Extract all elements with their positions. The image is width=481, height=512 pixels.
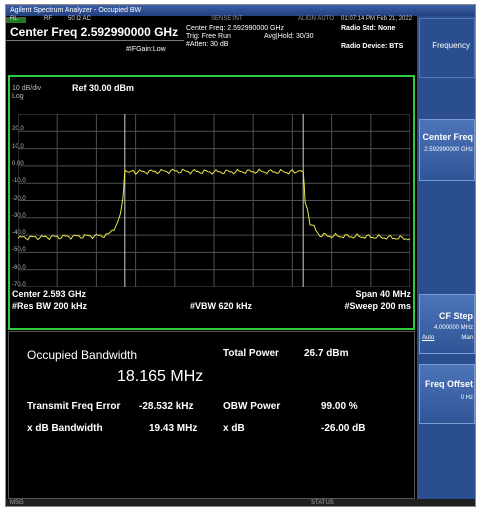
xdb-value: -26.00 dB: [321, 423, 366, 434]
analyzer-window: Agilent Spectrum Analyzer - Occupied BW …: [5, 4, 476, 507]
cf-step-auto[interactable]: Auto: [422, 335, 435, 341]
center-freq-display[interactable]: Center Freq 2.592990000 GHz: [10, 25, 179, 39]
vbw-label: #VBW 620 kHz: [190, 301, 253, 311]
y-tick-label: -10.0: [12, 178, 26, 185]
sweep-label: #Sweep 200 ms: [344, 301, 411, 311]
xdb-bandwidth-label: x dB Bandwidth: [27, 423, 103, 434]
results-panel: Occupied Bandwidth 18.165 MHz Total Powe…: [8, 331, 415, 499]
cf-step-label: CF Step: [438, 311, 473, 321]
spectrum-graticule: [18, 114, 410, 287]
occ-bw-value: 18.165 MHz: [117, 368, 204, 385]
if-gain-setting: #IFGain:Low: [126, 46, 166, 53]
menu-title: Frequency: [432, 41, 470, 50]
y-tick-label: -30.0: [12, 212, 26, 219]
cf-step-man[interactable]: Man: [461, 335, 473, 341]
center-freq-softkey-label: Center Freq: [422, 132, 473, 142]
xdb-label: x dB: [223, 423, 245, 434]
rf-label: RF: [44, 16, 52, 22]
sense-label: SENSE:INT: [211, 16, 243, 22]
trigger-setting: Trig: Free Run: [186, 33, 231, 40]
rl-label: RL: [10, 16, 18, 22]
y-tick-label: -60.0: [12, 264, 26, 271]
y-tick-label: -20.0: [12, 195, 26, 202]
status-label: STATUS: [311, 500, 334, 506]
span-label: Span 40 MHz: [355, 289, 411, 299]
center-freq-softkey[interactable]: Center Freq 2.592990000 GHz: [419, 119, 475, 181]
y-tick-label: -40.0: [12, 230, 26, 237]
atten-setting: #Atten: 30 dB: [186, 41, 229, 48]
freq-offset-value: 0 Hz: [460, 395, 473, 401]
obw-power-label: OBW Power: [223, 401, 281, 412]
radio-device: Radio Device: BTS: [341, 43, 404, 50]
y-tick-label: -50.0: [12, 247, 26, 254]
tx-freq-error-value: -28.532 kHz: [139, 401, 194, 412]
softkey-menu-title: Frequency: [419, 18, 475, 78]
center-freq-softkey-value: 2.592990000 GHz: [424, 147, 473, 153]
window-title: Agilent Spectrum Analyzer - Occupied BW: [6, 5, 475, 16]
datetime: 01:07:14 PM Feb 21, 2022: [341, 16, 413, 22]
avg-hold-setting: Avg|Hold: 30/30: [264, 33, 314, 40]
cf-step-value: 4.000000 MHz: [433, 325, 473, 331]
scale-div: 10 dB/div: [12, 85, 42, 92]
softkey-panel: Frequency Center Freq 2.592990000 GHz CF…: [417, 16, 475, 499]
bottom-status-bar: MSG STATUS: [6, 499, 475, 506]
header-divider: [6, 40, 184, 41]
total-power-label: Total Power: [223, 348, 279, 359]
ref-level: Ref 30.00 dBm: [72, 83, 135, 93]
obw-power-value: 99.00 %: [321, 401, 358, 412]
y-tick-label: -70.0: [12, 282, 26, 288]
cf-step-softkey[interactable]: CF Step 4.000000 MHz Auto Man: [419, 294, 475, 354]
msg-label: MSG: [10, 500, 24, 506]
tx-freq-error-label: Transmit Freq Error: [27, 401, 121, 412]
freq-offset-softkey[interactable]: Freq Offset 0 Hz: [419, 364, 475, 424]
spectrum-trace: [18, 168, 410, 241]
freq-offset-label: Freq Offset: [424, 379, 473, 389]
res-bw-label: #Res BW 200 kHz: [12, 301, 88, 311]
measurement-header: Center Freq 2.592990000 GHz Center Freq:…: [6, 23, 416, 74]
radio-std: Radio Std: None: [341, 25, 396, 32]
occ-bw-label: Occupied Bandwidth: [27, 348, 138, 362]
spectrum-plot: 10 dB/div Ref 30.00 dBm Log 20.010.00.00…: [8, 75, 415, 330]
total-power-value: 26.7 dBm: [304, 348, 349, 359]
scale-type: Log: [12, 93, 24, 100]
xdb-bandwidth-value: 19.43 MHz: [149, 423, 198, 434]
align-label: ALIGN AUTO: [298, 16, 334, 22]
center-freq-setting: Center Freq: 2.592990000 GHz: [186, 25, 285, 32]
coupling-label: 50 Ω AC: [68, 16, 91, 22]
center-label: Center 2.593 GHz: [12, 289, 87, 299]
